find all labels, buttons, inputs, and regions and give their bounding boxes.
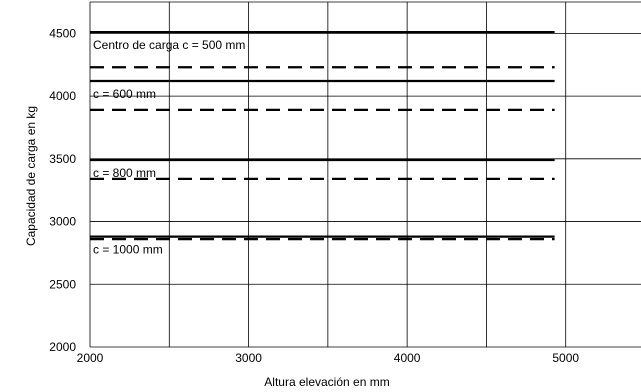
- series-annotation: c = 800 mm: [93, 166, 156, 180]
- series-annotation: c = 1000 mm: [93, 243, 163, 257]
- y-tick-label: 4000: [49, 89, 76, 103]
- x-tick-label: 5000: [552, 351, 579, 365]
- y-tick-label: 2500: [49, 277, 76, 291]
- y-tick-label: 3000: [49, 215, 76, 229]
- series-annotation: c = 600 mm: [93, 87, 156, 101]
- x-tick-label: 2000: [77, 351, 104, 365]
- x-tick-label: 4000: [394, 351, 421, 365]
- series-lines: [90, 31, 555, 241]
- y-tick-label: 2000: [49, 340, 76, 354]
- series-annotation: Centro de carga c = 500 mm: [93, 38, 245, 52]
- tick-labels: 2000 3000 4000 5000 2000 2500 3000 3500 4000 4500: [49, 26, 579, 365]
- y-tick-label: 4500: [49, 26, 76, 40]
- series-annotations: Centro de carga c = 500 mm c = 600 mm c = …: [93, 38, 245, 256]
- y-tick-label: 3500: [49, 152, 76, 166]
- x-tick-label: 3000: [235, 351, 262, 365]
- x-axis-label: Altura elevación en mm: [264, 375, 389, 389]
- y-axis-label: Capacidad de carga en kg: [24, 106, 38, 246]
- grid: [89, 1, 641, 348]
